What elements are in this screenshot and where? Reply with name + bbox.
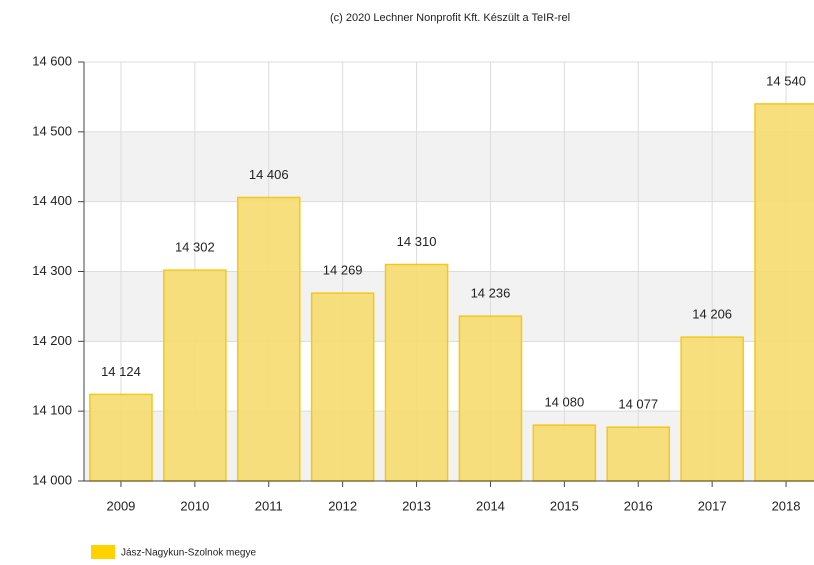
value-label: 14 077 [618, 397, 658, 412]
x-tick-label: 2016 [624, 498, 653, 513]
legend-label: Jász-Nagykun-Szolnok megye [121, 548, 256, 559]
y-tick-label: 14 400 [32, 193, 72, 208]
bar [606, 426, 671, 482]
x-tick-label: 2011 [255, 498, 283, 513]
bar [680, 336, 744, 482]
bar [754, 103, 814, 482]
bar [310, 292, 375, 482]
grid-band [84, 131, 814, 202]
value-label: 14 124 [101, 364, 141, 379]
x-tick-label: 2012 [328, 498, 357, 513]
y-tick-label: 14 300 [32, 263, 72, 278]
value-label: 14 206 [692, 307, 732, 322]
x-tick-label: 2018 [772, 498, 801, 513]
y-tick-label: 14 600 [32, 53, 72, 68]
y-tick-label: 14 100 [32, 403, 72, 418]
chart-title: (c) 2020 Lechner Nonprofit Kft. Készült … [330, 12, 570, 24]
value-label: 14 236 [471, 286, 511, 301]
bar [236, 196, 301, 482]
x-tick-label: 2015 [550, 498, 579, 513]
bar [532, 424, 597, 482]
value-label: 14 269 [323, 263, 363, 278]
y-tick-label: 14 500 [32, 123, 72, 138]
x-tick-label: 2009 [106, 498, 135, 513]
legend-swatch [91, 545, 115, 559]
value-label: 14 310 [397, 234, 437, 249]
value-label: 14 080 [544, 395, 584, 410]
x-tick-label: 2014 [476, 498, 505, 513]
bar [458, 315, 523, 482]
value-label: 14 406 [249, 167, 289, 182]
value-label: 14 540 [766, 73, 806, 88]
y-tick-label: 14 200 [32, 333, 72, 348]
x-tick-label: 2010 [180, 498, 209, 513]
bar [89, 393, 153, 482]
x-tick-label: 2013 [402, 498, 431, 513]
value-label: 14 302 [175, 240, 215, 255]
y-tick-label: 14 000 [32, 472, 72, 487]
bar [384, 263, 449, 482]
bar [163, 269, 227, 482]
x-tick-label: 2017 [698, 498, 727, 513]
